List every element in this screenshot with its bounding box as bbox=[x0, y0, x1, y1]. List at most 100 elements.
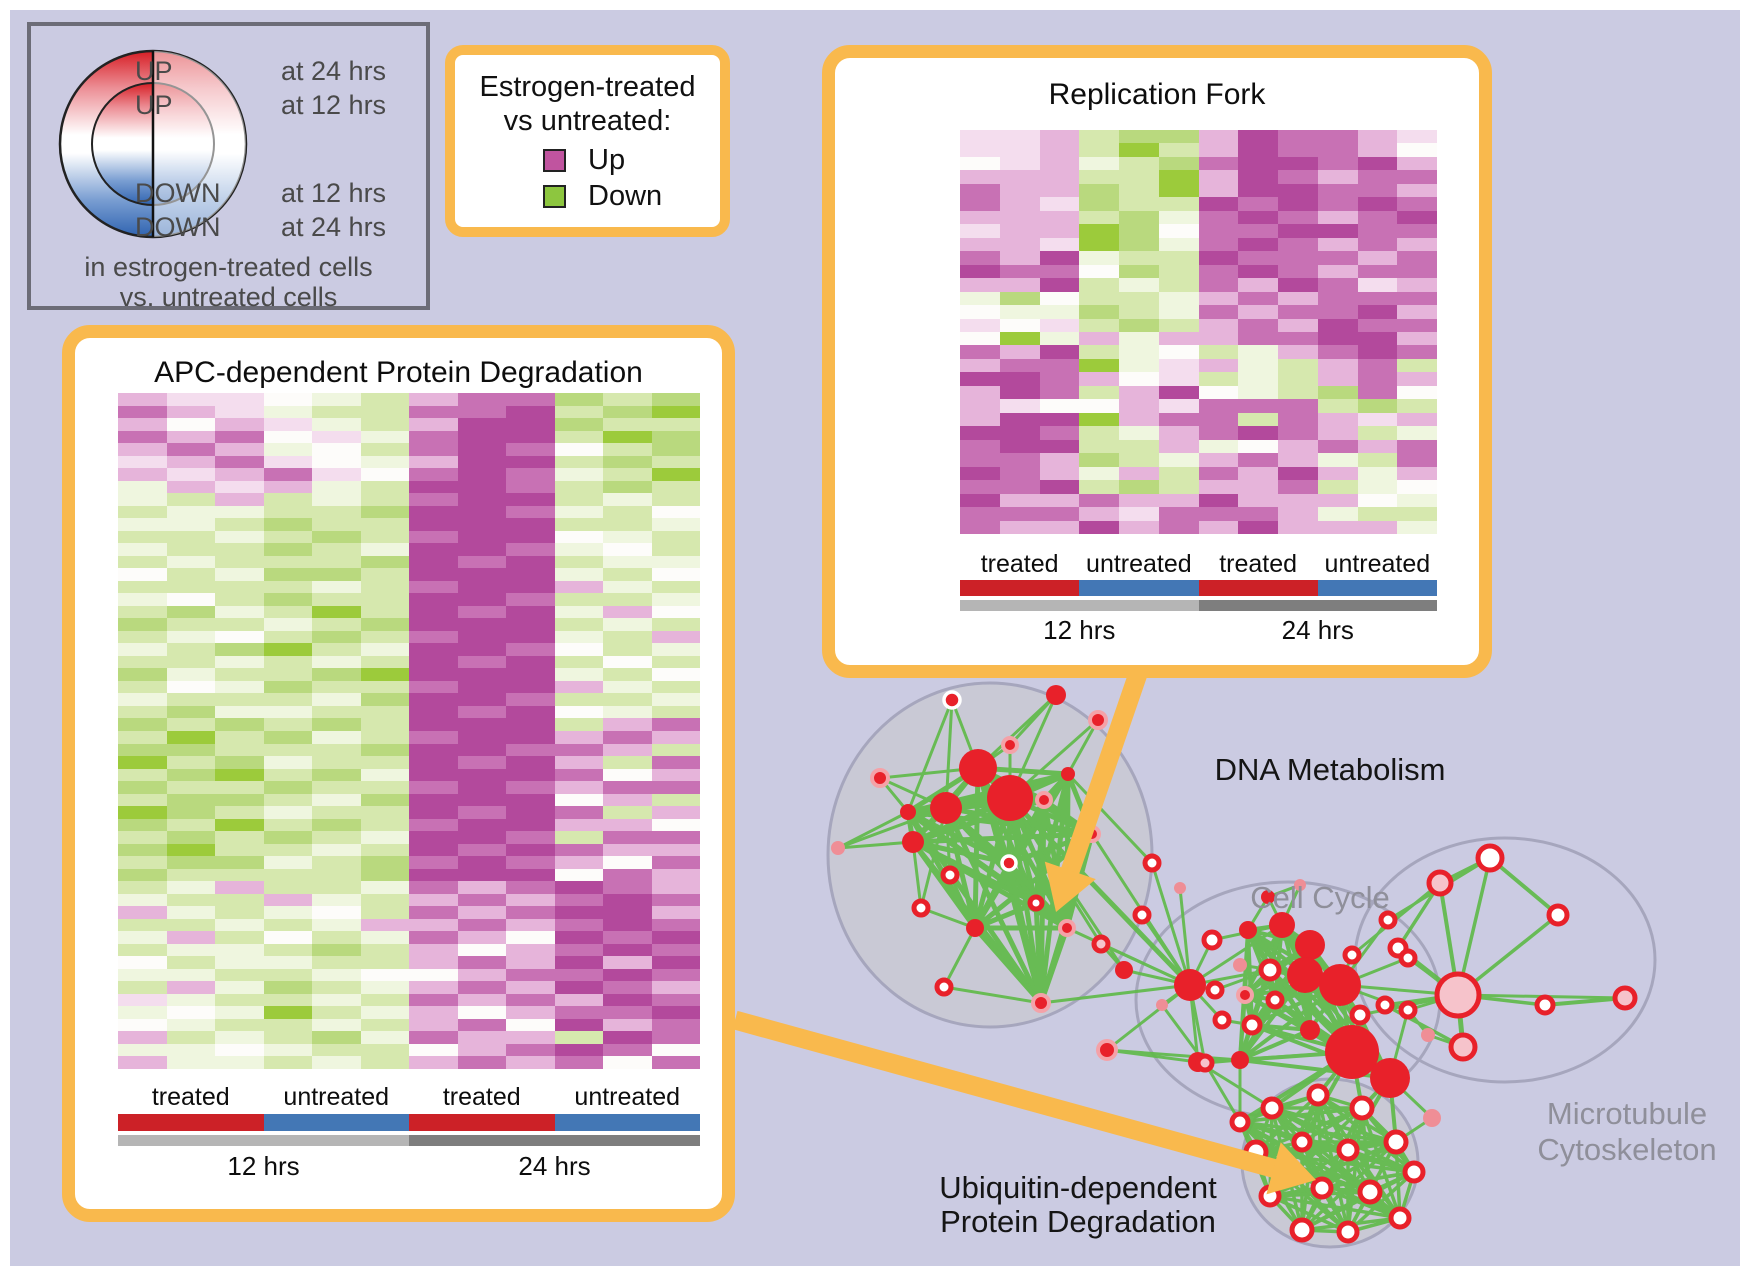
heatmap-cell bbox=[409, 555, 458, 569]
heatmap-cell bbox=[554, 443, 603, 456]
heatmap-cell bbox=[1278, 439, 1318, 454]
heatmap-cell bbox=[457, 1018, 506, 1032]
heatmap-cell bbox=[506, 906, 555, 919]
gene-node-s bbox=[1174, 969, 1206, 1001]
heatmap-cell bbox=[166, 630, 215, 644]
heatmap-cell bbox=[409, 768, 458, 782]
heatmap-cell bbox=[651, 493, 700, 506]
gene-node-pr bbox=[1448, 1032, 1478, 1062]
heatmap-cell bbox=[360, 668, 409, 681]
heatmap-cell bbox=[1278, 385, 1318, 400]
heatmap-cell bbox=[651, 918, 700, 932]
heatmap-cell bbox=[506, 393, 555, 406]
gene-node-pr bbox=[1426, 869, 1454, 897]
heatmap-cell bbox=[215, 843, 264, 857]
gene-node-r bbox=[1260, 1096, 1284, 1120]
treatment-bar-segment bbox=[554, 1114, 700, 1131]
heatmap-cell bbox=[166, 1006, 215, 1019]
heatmap-cell bbox=[457, 630, 506, 644]
cluster-label: Cell Cycle bbox=[1250, 880, 1390, 915]
heatmap-cell bbox=[554, 793, 603, 807]
apc-time-labels: 12 hrs 24 hrs bbox=[118, 1151, 700, 1185]
heatmap-cell bbox=[166, 1043, 215, 1057]
heatmap-cell bbox=[554, 455, 603, 469]
heatmap-cell bbox=[312, 580, 361, 594]
heatmap-cell bbox=[603, 831, 652, 844]
heatmap-cell bbox=[263, 618, 312, 631]
heatmap-cell bbox=[603, 856, 652, 869]
heatmap-cell bbox=[409, 818, 458, 832]
heatmap-cell bbox=[1039, 345, 1080, 359]
heatmap-cell bbox=[263, 931, 312, 944]
heatmap-cell bbox=[960, 264, 1000, 279]
heatmap-cell bbox=[999, 318, 1040, 332]
heatmap-cell bbox=[360, 493, 409, 506]
heatmap-cell bbox=[554, 668, 603, 681]
heatmap-cell bbox=[1397, 399, 1437, 413]
heatmap-cell bbox=[457, 493, 506, 506]
heatmap-cell bbox=[215, 480, 264, 494]
heatmap-cell bbox=[1158, 278, 1199, 292]
heatmap-cell bbox=[215, 568, 264, 581]
heatmap-cell bbox=[118, 530, 167, 544]
heatmap-cell bbox=[457, 756, 506, 769]
gene-node-s bbox=[1261, 890, 1275, 904]
group-label-untreated-1: untreated bbox=[1086, 550, 1192, 578]
heatmap-cell bbox=[1119, 399, 1159, 413]
heatmap-cell bbox=[166, 443, 215, 456]
heatmap-cell bbox=[554, 906, 603, 919]
gene-node-rw bbox=[942, 690, 962, 710]
heatmap-cell bbox=[166, 1018, 215, 1032]
heatmap-cell bbox=[1158, 291, 1199, 306]
heatmap-cell bbox=[1397, 345, 1437, 359]
network-edge bbox=[973, 926, 1043, 1005]
heatmap-cell bbox=[1079, 493, 1119, 508]
heatmap-cell bbox=[506, 580, 555, 594]
network-edge bbox=[1300, 1170, 1416, 1232]
heatmap-cell bbox=[506, 518, 555, 531]
heatmap-cell bbox=[1158, 305, 1199, 319]
apc-group-labels: treated untreated treated untreated bbox=[118, 1083, 700, 1111]
gene-node-r bbox=[1241, 1014, 1263, 1036]
gene-node-pr bbox=[1091, 934, 1111, 954]
heatmap-cell bbox=[166, 418, 215, 431]
heatmap-cell bbox=[1158, 399, 1199, 413]
heatmap-cell bbox=[506, 543, 555, 556]
heatmap-cell bbox=[651, 730, 700, 744]
heatmap-cell bbox=[360, 693, 409, 706]
heatmap-cell bbox=[554, 1056, 603, 1069]
heatmap-cell bbox=[1238, 130, 1278, 144]
heatmap-cell bbox=[118, 931, 167, 944]
heatmap-cell bbox=[263, 781, 312, 794]
heatmap-cell bbox=[603, 893, 652, 907]
network-edge bbox=[1238, 1028, 1312, 1062]
heatmap-cell bbox=[409, 718, 458, 731]
heatmap-cell bbox=[263, 643, 312, 656]
figure-canvas: UP at 24 hrs UP at 12 hrs DOWN at 12 hrs… bbox=[10, 10, 1740, 1266]
heatmap-cell bbox=[1397, 453, 1437, 467]
heatmap-cell bbox=[506, 593, 555, 606]
heatmap-cell bbox=[1278, 426, 1318, 440]
heatmap-cell bbox=[554, 580, 603, 594]
heatmap-cell bbox=[1317, 331, 1358, 346]
heatmap-cell bbox=[651, 1006, 700, 1019]
heatmap-cell bbox=[506, 505, 555, 519]
heatmap-cell bbox=[1198, 130, 1239, 144]
heatmap-cell bbox=[1278, 453, 1318, 467]
heatmap-cell bbox=[118, 680, 167, 694]
heatmap-cell bbox=[999, 358, 1040, 373]
heatmap-cell bbox=[999, 291, 1040, 306]
heatmap-cell bbox=[360, 605, 409, 619]
heatmap-cell bbox=[1397, 385, 1437, 400]
heatmap-cell bbox=[1119, 278, 1159, 292]
heatmap-cell bbox=[409, 743, 458, 757]
heatmap-cell bbox=[1397, 520, 1437, 534]
heatmap-cell bbox=[999, 453, 1040, 467]
heatmap-cell bbox=[457, 618, 506, 631]
time-bar-segment bbox=[1198, 600, 1437, 611]
heatmap-cell bbox=[999, 493, 1040, 508]
heatmap-cell bbox=[999, 237, 1040, 252]
heatmap-cell bbox=[960, 507, 1000, 521]
heatmap-cell bbox=[263, 918, 312, 932]
heatmap-cell bbox=[166, 856, 215, 869]
